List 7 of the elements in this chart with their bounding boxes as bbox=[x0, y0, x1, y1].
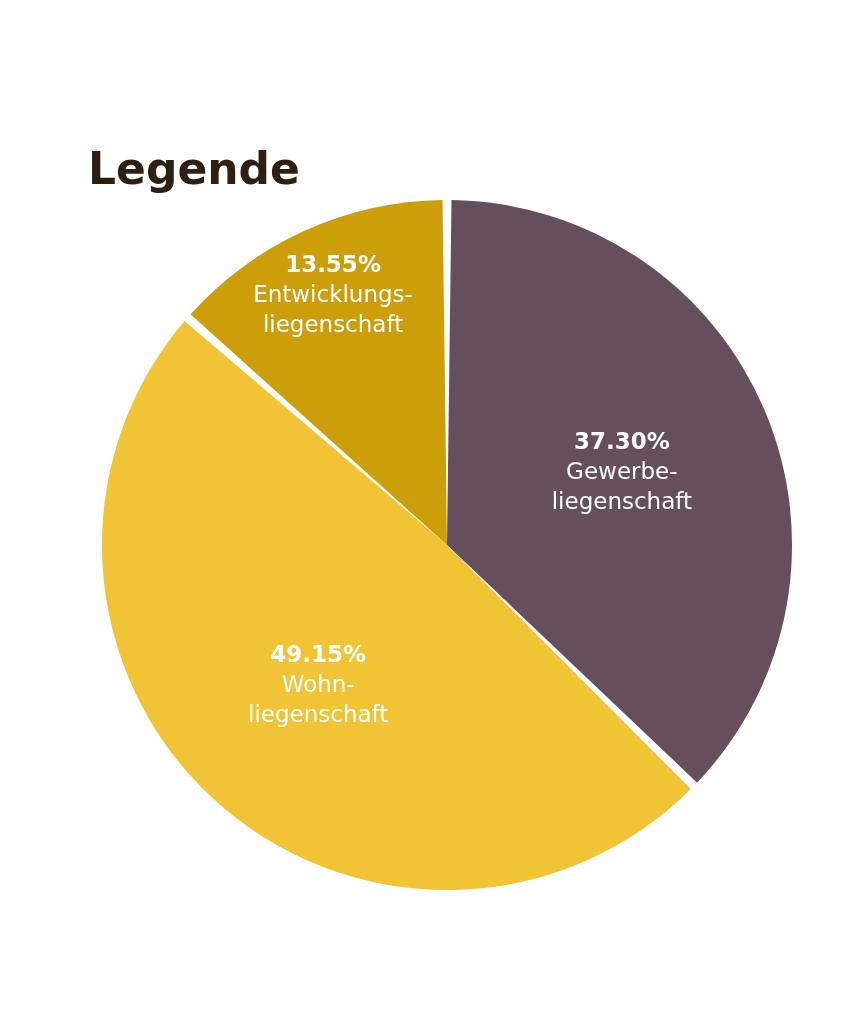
slice-label: Entwicklungs- liegenschaft bbox=[253, 280, 413, 337]
slice-label: Wohn- liegenschaft bbox=[248, 671, 389, 728]
data-label: 13.55% bbox=[285, 250, 381, 277]
data-label: 37.30% bbox=[573, 428, 670, 455]
chart-title: Legende bbox=[88, 143, 300, 194]
data-label: 49.15% bbox=[270, 641, 367, 668]
slice-label: Gewerbe- liegenschaft bbox=[551, 458, 692, 515]
